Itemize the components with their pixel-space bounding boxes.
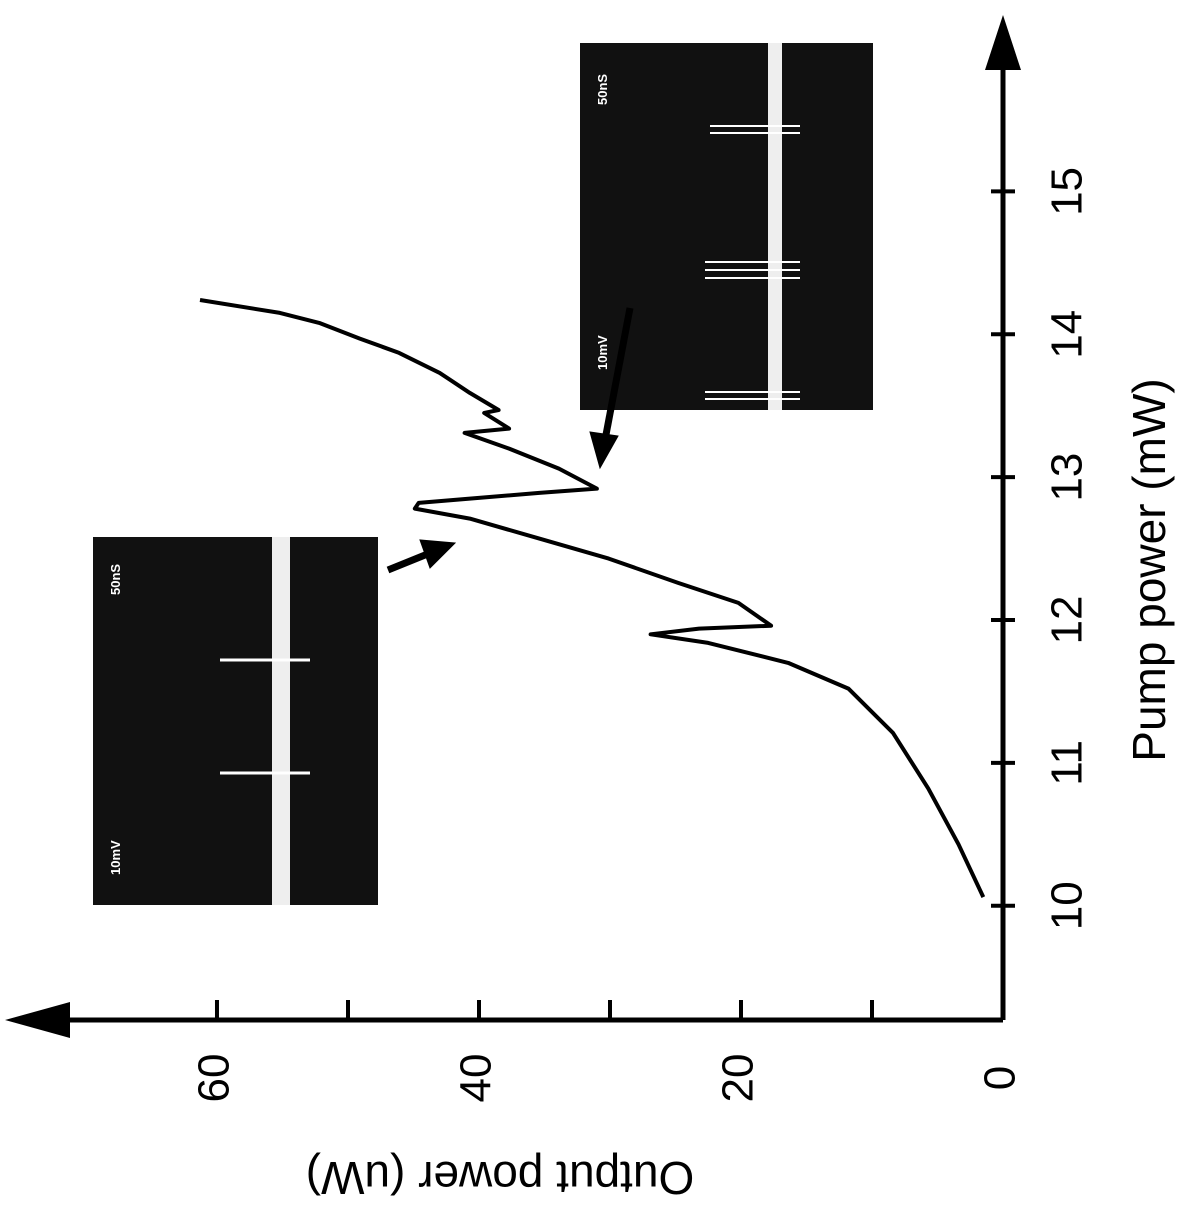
inset-1: 10mV 50nS [93,537,378,905]
y-axis-arrow [5,1002,70,1038]
y-tick-label: 20 [714,1054,763,1103]
inset-label: 10mV [108,840,123,875]
inset-label: 50nS [595,74,610,105]
x-tick-label: 11 [1043,740,1092,786]
x-axis-arrow [985,15,1021,70]
y-axis-title: Output power (uW) [306,1152,695,1201]
x-tick-label: 14 [1043,310,1092,359]
y-tick-label: 60 [190,1054,239,1103]
data-line [199,298,986,898]
inset-2: 10mV 50nS [580,43,873,410]
x-tick-label: 15 [1043,167,1092,216]
y-tick-label: 40 [452,1054,501,1103]
x-tick-label: 12 [1043,596,1092,645]
inset-label: 50nS [108,564,123,595]
pointer-arrow [386,307,634,574]
x-tick-label: 10 [1043,881,1092,930]
x-axis-title: Pump power (mW) [1123,378,1175,761]
x-tick-label: 13 [1043,453,1092,502]
inset-label: 10mV [595,335,610,370]
y-tick-label: 0 [976,1066,1025,1090]
